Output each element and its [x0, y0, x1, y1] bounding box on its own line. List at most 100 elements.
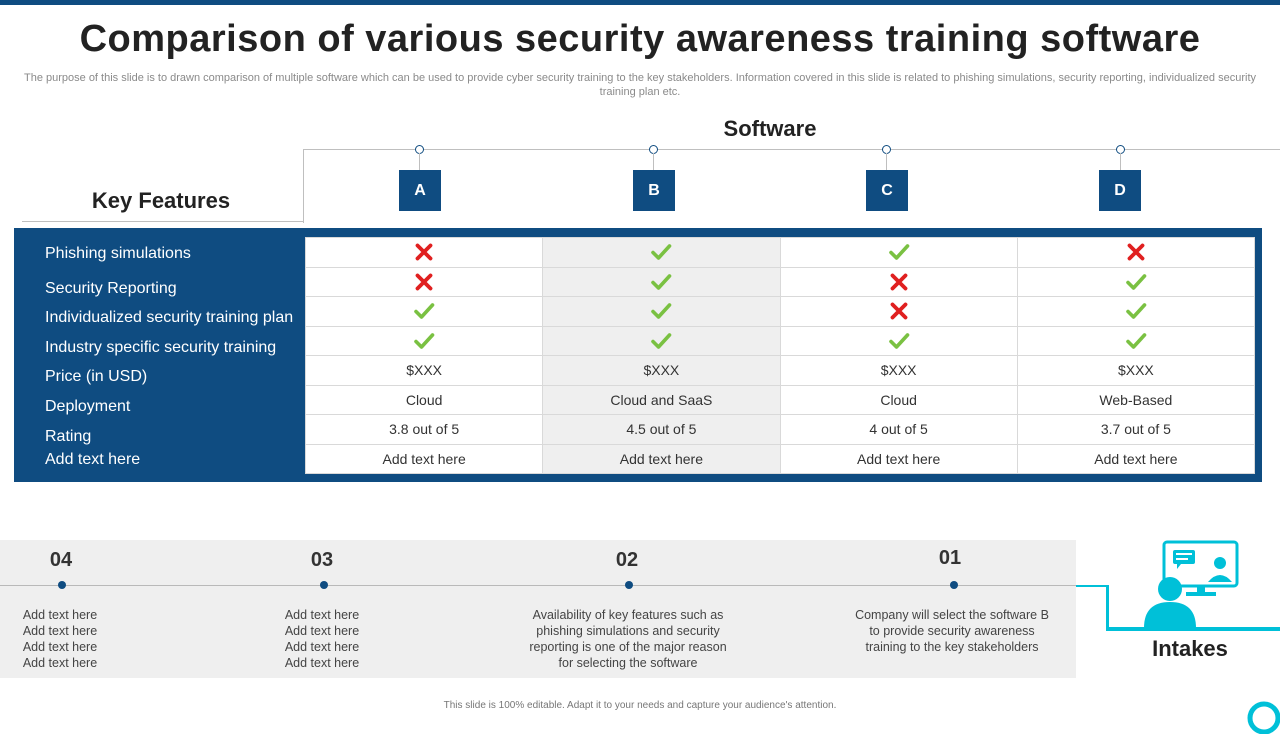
feature-label: Add text here [45, 451, 141, 468]
key-features-heading: Key Features [91, 188, 231, 213]
table-cell [1016, 296, 1256, 327]
column-c-header: C [866, 170, 908, 211]
check-icon [650, 300, 672, 322]
corner-ring-decoration [1247, 701, 1280, 734]
table-cell [304, 296, 544, 327]
table-cell [304, 266, 544, 297]
table-cell [1016, 325, 1256, 356]
feature-label: Phishing simulations [45, 245, 191, 262]
extra-cell: Add text here [1016, 443, 1256, 474]
feature-label: Individualized security training plan [45, 309, 294, 326]
cross-icon [888, 271, 910, 293]
table-cell [542, 296, 781, 327]
slide-footer: This slide is 100% editable. Adapt it to… [443, 700, 837, 711]
connector-line [1076, 585, 1108, 587]
table-row: 3.8 out of 5 4.5 out of 5 4 out of 5 3.7… [304, 414, 1256, 445]
extra-cell: Add text here [779, 443, 1018, 474]
check-icon [650, 271, 672, 293]
column-c-stem [886, 153, 887, 170]
timeline-dot [320, 581, 328, 589]
comparison-table: $XXX $XXX $XXX $XXX Cloud Cloud and SaaS… [304, 237, 1256, 474]
table-row [304, 237, 1256, 268]
deployment-cell: Cloud [779, 384, 1018, 415]
top-accent-bar [0, 0, 1280, 5]
table-cell [1016, 237, 1256, 268]
timeline-step-number: 01 [938, 547, 962, 569]
rating-cell: 3.7 out of 5 [1016, 414, 1256, 445]
timeline-step-text: Add text here Add text here Add text here A… [284, 608, 360, 670]
timeline-step-number: 04 [49, 549, 73, 571]
table-row [304, 266, 1256, 297]
cross-icon [413, 271, 435, 293]
slide-subtitle: The purpose of this slide is to drawn co… [24, 72, 1256, 98]
feature-label: Rating [45, 428, 92, 445]
intakes-label: Intakes [1152, 636, 1228, 661]
deployment-cell: Cloud and SaaS [542, 384, 781, 415]
cross-icon [888, 300, 910, 322]
column-d-header: D [1099, 170, 1141, 211]
table-cell [779, 325, 1018, 356]
table-cell [304, 237, 544, 268]
cross-icon [413, 241, 435, 263]
timeline-dot [625, 581, 633, 589]
extra-cell: Add text here [542, 443, 781, 474]
check-icon [413, 300, 435, 322]
timeline-step-number: 02 [615, 549, 639, 571]
timeline-dot [58, 581, 66, 589]
check-icon [1125, 271, 1147, 293]
price-cell: $XXX [542, 355, 781, 386]
slide-title: Comparison of various security awareness… [79, 18, 1201, 60]
software-heading: Software [723, 116, 817, 141]
column-a-header: A [399, 170, 441, 211]
timeline-step-number: 03 [310, 549, 334, 571]
table-cell [542, 325, 781, 356]
check-icon [413, 330, 435, 352]
timeline-step-text: Add text here Add text here Add text here A… [22, 608, 98, 670]
check-icon [888, 330, 910, 352]
table-cell [779, 237, 1018, 268]
table-cell [542, 266, 781, 297]
column-d-stem [1120, 153, 1121, 170]
check-icon [888, 241, 910, 263]
check-icon [1125, 330, 1147, 352]
check-icon [650, 330, 672, 352]
header-bracket-line [303, 149, 1280, 223]
feature-label: Price (in USD) [45, 368, 148, 385]
extra-cell: Add text here [304, 443, 544, 474]
table-row [304, 296, 1256, 327]
table-cell [1016, 266, 1256, 297]
timeline-background [0, 540, 1076, 678]
column-a-stem [419, 153, 420, 170]
table-row: $XXX $XXX $XXX $XXX [304, 355, 1256, 386]
feature-label: Industry specific security training [45, 339, 277, 356]
timeline-dot [950, 581, 958, 589]
table-row [304, 325, 1256, 356]
table-row: Cloud Cloud and SaaS Cloud Web-Based [304, 384, 1256, 415]
table-cell [304, 325, 544, 356]
timeline-step-text: Availability of key features such as phis… [529, 608, 727, 670]
timeline-line [0, 585, 1107, 586]
column-b-stem [653, 153, 654, 170]
rating-cell: 4 out of 5 [779, 414, 1018, 445]
key-features-underline [22, 221, 304, 222]
table-cell [779, 296, 1018, 327]
deployment-cell: Cloud [304, 384, 544, 415]
table-cell [779, 266, 1018, 297]
deployment-cell: Web-Based [1016, 384, 1256, 415]
price-cell: $XXX [779, 355, 1018, 386]
rating-cell: 4.5 out of 5 [542, 414, 781, 445]
table-cell [542, 237, 781, 268]
person-at-monitor-icon [1144, 540, 1239, 628]
table-row: Add text here Add text here Add text her… [304, 443, 1256, 474]
feature-label: Security Reporting [45, 280, 177, 297]
check-icon [1125, 300, 1147, 322]
connector-line [1106, 627, 1280, 631]
rating-cell: 3.8 out of 5 [304, 414, 544, 445]
cross-icon [1125, 241, 1147, 263]
connector-line [1106, 585, 1109, 629]
price-cell: $XXX [304, 355, 544, 386]
feature-label: Deployment [45, 398, 131, 415]
price-cell: $XXX [1016, 355, 1256, 386]
column-b-header: B [633, 170, 675, 211]
